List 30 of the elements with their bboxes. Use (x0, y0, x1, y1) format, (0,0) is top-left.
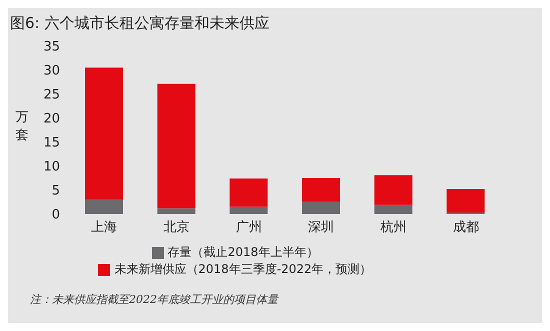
y-tick-label: 30 (43, 64, 60, 79)
x-tick-label: 上海 (91, 220, 118, 236)
y-axis-title: 万套 (16, 110, 28, 143)
y-tick-label: 10 (43, 160, 60, 175)
x-tick-label: 成都 (452, 220, 479, 236)
chart-title: 图6: 六个城市长租公寓存量和未来供应 (9, 13, 270, 34)
y-tick-label: 25 (43, 88, 60, 103)
y-tick-label: 0 (52, 208, 60, 223)
bar (157, 84, 196, 208)
y-tick-label: 5 (52, 184, 60, 199)
bar (230, 178, 268, 207)
x-tick-label: 广州 (236, 220, 262, 236)
bar (374, 204, 412, 214)
legend-label: 存量（截止2018年上半年） (168, 245, 318, 259)
y-tick-label: 20 (43, 112, 60, 127)
bar (302, 178, 340, 202)
bar (374, 175, 412, 205)
legend-label: 未来新增供应（2018年三季度-2022年，预测） (114, 262, 372, 276)
x-tick-label: 杭州 (380, 220, 406, 236)
bar (85, 200, 123, 214)
bar (85, 68, 123, 200)
bar (230, 206, 268, 214)
x-tick-label: 深圳 (308, 220, 334, 236)
y-tick-label: 35 (43, 40, 60, 55)
bar (446, 189, 485, 213)
y-tick-label: 15 (43, 136, 60, 151)
bar (302, 202, 340, 214)
x-tick-label: 北京 (164, 220, 190, 236)
bar (157, 208, 196, 214)
text: 注：未来供应指截至2022年底竣工开业的项目体量 (30, 292, 280, 307)
